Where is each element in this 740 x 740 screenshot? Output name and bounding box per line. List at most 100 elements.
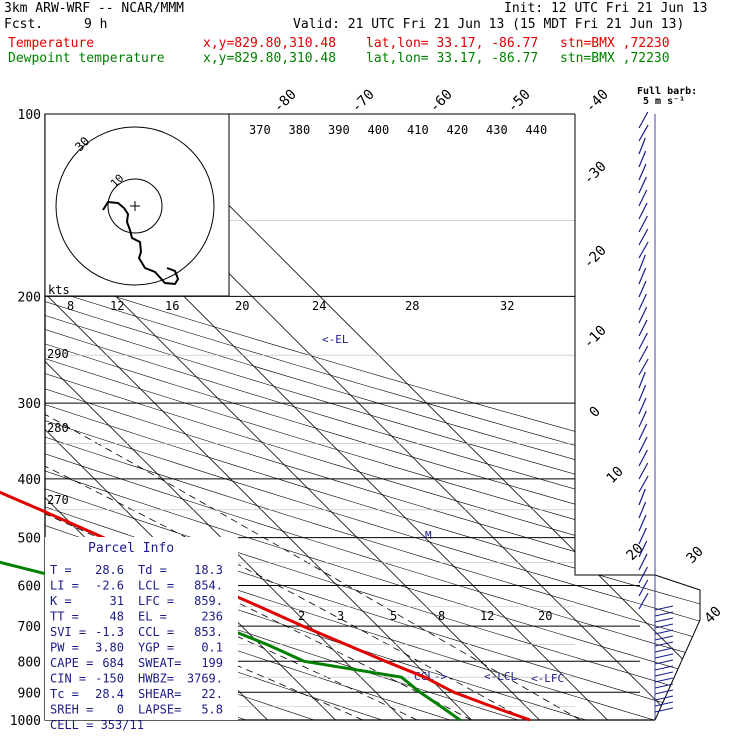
- parcel-label: CIN =: [50, 672, 86, 686]
- wind-barb: [638, 475, 649, 493]
- isotherm-line: [45, 114, 472, 720]
- wind-barb-low: [654, 629, 674, 635]
- parcel-label: K =: [50, 594, 72, 608]
- parcel-label: TT =: [50, 610, 79, 624]
- theta-label: 430: [486, 123, 508, 137]
- parcel-label: Td =: [138, 563, 167, 577]
- wind-barb-low: [654, 707, 674, 713]
- parcel-label: LCL =: [138, 579, 174, 593]
- right-temp-label: -10: [581, 323, 610, 352]
- parcel-value: 0.1: [201, 641, 223, 655]
- dewpoint-stn: stn=BMX ,72230: [560, 51, 670, 66]
- wind-barb: [638, 202, 648, 220]
- parcel-label: CCL =: [138, 625, 174, 639]
- pressure-label-300: 300: [18, 397, 41, 412]
- pressure-label-700: 700: [18, 620, 41, 635]
- parcel-title: Parcel Info: [88, 541, 174, 556]
- wind-barb: [638, 527, 647, 545]
- top-temp-label: -40: [583, 87, 612, 116]
- wind-barb-low: [654, 635, 674, 641]
- parcel-value: 18.3: [194, 563, 223, 577]
- model-title: 3km ARW-WRF -- NCAR/MMM: [4, 1, 185, 16]
- top-temp-label: -70: [349, 87, 378, 116]
- top-temp-label: -60: [427, 87, 456, 116]
- parcel-value: 859.: [194, 594, 223, 608]
- wind-barb: [638, 436, 648, 454]
- wind-barb: [638, 228, 649, 246]
- right-temp-label: -20: [581, 243, 610, 272]
- theta-label: 390: [328, 123, 350, 137]
- wind-barb-low: [654, 617, 674, 623]
- theta-label: 410: [407, 123, 429, 137]
- wind-barb: [638, 592, 649, 610]
- parcel-bg: [45, 537, 238, 720]
- annotation-3: <-LCL: [484, 670, 517, 683]
- right-temp-label: 0: [587, 404, 604, 421]
- hodo-trace: [102, 200, 180, 286]
- dewpoint-xy: x,y=829.80,310.48: [203, 51, 337, 66]
- theta-label: 370: [249, 123, 271, 137]
- wind-barb: [638, 241, 649, 259]
- parcel-label: CAPE =: [50, 656, 93, 670]
- wind-barb-low: [654, 671, 674, 677]
- parcel-label: EL =: [138, 610, 167, 624]
- mixing-ratio-label: 8: [438, 609, 445, 623]
- pressure-label-500: 500: [18, 532, 41, 547]
- wind-barb-low: [654, 641, 674, 647]
- temperature-latlon: lat,lon= 33.17, -86.77: [366, 36, 539, 51]
- theta-left-label: 290: [47, 347, 69, 361]
- wind-barb-low: [654, 647, 674, 653]
- wind-barb-low: [654, 683, 674, 689]
- wind-barb: [638, 293, 647, 311]
- wind-barb-low: [654, 689, 674, 695]
- pressure-label-900: 900: [18, 686, 41, 701]
- isotherm-line: [45, 114, 540, 720]
- wind-barb-low: [654, 665, 674, 671]
- annotation-1: M: [425, 529, 432, 542]
- theta-label: 380: [289, 123, 311, 137]
- wind-barb: [638, 267, 647, 285]
- barb-legend-value: 5 m s⁻¹: [643, 96, 685, 107]
- wind-barb: [638, 397, 647, 415]
- wind-barb: [638, 280, 647, 298]
- parcel-value: 0: [117, 703, 124, 717]
- top-temp-label: -50: [505, 87, 534, 116]
- wind-barb: [638, 579, 649, 597]
- parcel-value: -2.6: [95, 579, 124, 593]
- temperature-legend: Temperature: [8, 36, 95, 51]
- parcel-label: SREH =: [50, 703, 93, 717]
- wind-barb: [638, 449, 648, 467]
- wind-barb-low: [654, 605, 674, 611]
- mixing-ratio-label: 20: [538, 609, 552, 623]
- hodograph-box: [44, 113, 230, 297]
- wind-barb: [638, 176, 647, 194]
- wind-barb-low: [654, 623, 674, 629]
- wind-barbs: Full barb:5 m s⁻¹: [637, 86, 697, 720]
- wind-barb: [638, 358, 649, 376]
- hodo-speed-label: 16: [165, 299, 179, 313]
- pressure-label-200: 200: [18, 290, 41, 305]
- hodo-speed-label: 28: [405, 299, 419, 313]
- wind-barb: [638, 371, 646, 389]
- annotation-0: <-EL: [322, 333, 349, 346]
- wind-barb: [638, 254, 646, 272]
- parcel-value: 31: [110, 594, 124, 608]
- parcel-value: -150: [95, 672, 124, 686]
- theta-left-label: 270: [47, 493, 69, 507]
- parcel-value: 853.: [194, 625, 223, 639]
- theta-label: 420: [447, 123, 469, 137]
- parcel-value: 199: [201, 656, 223, 670]
- parcel-label: LI =: [50, 579, 79, 593]
- fcst-value: 9 h: [84, 17, 108, 32]
- annotation-2: CCL->: [414, 670, 447, 683]
- parcel-label: PW =: [50, 641, 79, 655]
- parcel-value: -1.3: [95, 625, 124, 639]
- wind-barb-low: [654, 653, 674, 659]
- hodo-ring-inner: [107, 178, 163, 234]
- wind-barb: [638, 332, 648, 350]
- dewpoint-line: [0, 560, 461, 722]
- pressure-label-1000: 1000: [10, 714, 41, 729]
- wind-barb: [638, 111, 649, 129]
